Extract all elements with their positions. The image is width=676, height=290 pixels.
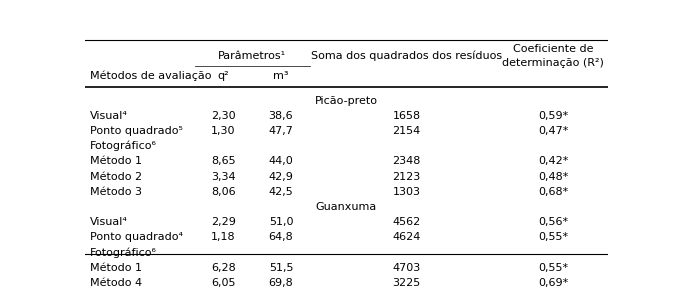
- Text: 64,8: 64,8: [268, 232, 293, 242]
- Text: 38,6: 38,6: [268, 111, 293, 121]
- Text: 42,5: 42,5: [268, 187, 293, 197]
- Text: Método 2: Método 2: [90, 172, 142, 182]
- Text: Métodos de avaliação: Métodos de avaliação: [90, 71, 211, 81]
- Text: 0,47*: 0,47*: [538, 126, 569, 136]
- Text: 1,18: 1,18: [211, 232, 236, 242]
- Text: Método 1: Método 1: [90, 263, 142, 273]
- Text: Método 3: Método 3: [90, 187, 142, 197]
- Text: 4562: 4562: [393, 217, 421, 227]
- Text: Guanxuma: Guanxuma: [316, 202, 377, 212]
- Text: 0,68*: 0,68*: [538, 187, 569, 197]
- Text: Fotográfico⁶: Fotográfico⁶: [90, 247, 157, 258]
- Text: 0,59*: 0,59*: [538, 111, 569, 121]
- Text: 0,69*: 0,69*: [538, 278, 569, 288]
- Text: Soma dos quadrados dos resíduos: Soma dos quadrados dos resíduos: [311, 51, 502, 61]
- Text: q²: q²: [218, 71, 229, 81]
- Text: 44,0: 44,0: [268, 156, 293, 166]
- Text: Ponto quadrado⁴: Ponto quadrado⁴: [90, 232, 183, 242]
- Text: 1303: 1303: [393, 187, 420, 197]
- Text: Visual⁴: Visual⁴: [90, 111, 128, 121]
- Text: 0,56*: 0,56*: [538, 217, 569, 227]
- Text: Método 1: Método 1: [90, 156, 142, 166]
- Text: 1,30: 1,30: [211, 126, 235, 136]
- Text: 0,55*: 0,55*: [538, 232, 569, 242]
- Text: 3,34: 3,34: [211, 172, 236, 182]
- Text: 0,55*: 0,55*: [538, 263, 569, 273]
- Text: Ponto quadrado⁵: Ponto quadrado⁵: [90, 126, 183, 136]
- Text: Parâmetros¹: Parâmetros¹: [218, 51, 286, 61]
- Text: 3225: 3225: [393, 278, 421, 288]
- Text: 0,48*: 0,48*: [538, 172, 569, 182]
- Text: Visual⁴: Visual⁴: [90, 217, 128, 227]
- Text: Método 4: Método 4: [90, 278, 142, 288]
- Text: 8,06: 8,06: [211, 187, 236, 197]
- Text: 51,5: 51,5: [269, 263, 293, 273]
- Text: 42,9: 42,9: [268, 172, 293, 182]
- Text: 2123: 2123: [393, 172, 421, 182]
- Text: 6,05: 6,05: [211, 278, 235, 288]
- Text: 1658: 1658: [393, 111, 420, 121]
- Text: 6,28: 6,28: [211, 263, 236, 273]
- Text: 4624: 4624: [393, 232, 421, 242]
- Text: Picão-preto: Picão-preto: [315, 96, 378, 106]
- Text: 2154: 2154: [393, 126, 421, 136]
- Text: 47,7: 47,7: [268, 126, 293, 136]
- Text: 2,29: 2,29: [211, 217, 236, 227]
- Text: 51,0: 51,0: [269, 217, 293, 227]
- Text: 8,65: 8,65: [211, 156, 236, 166]
- Text: m³: m³: [273, 71, 289, 81]
- Text: Fotográfico⁶: Fotográfico⁶: [90, 141, 157, 151]
- Text: 2,30: 2,30: [211, 111, 236, 121]
- Text: 4703: 4703: [393, 263, 421, 273]
- Text: 69,8: 69,8: [268, 278, 293, 288]
- Text: 2348: 2348: [393, 156, 421, 166]
- Text: Coeficiente de
determinação (R²): Coeficiente de determinação (R²): [502, 44, 604, 68]
- Text: 0,42*: 0,42*: [538, 156, 569, 166]
